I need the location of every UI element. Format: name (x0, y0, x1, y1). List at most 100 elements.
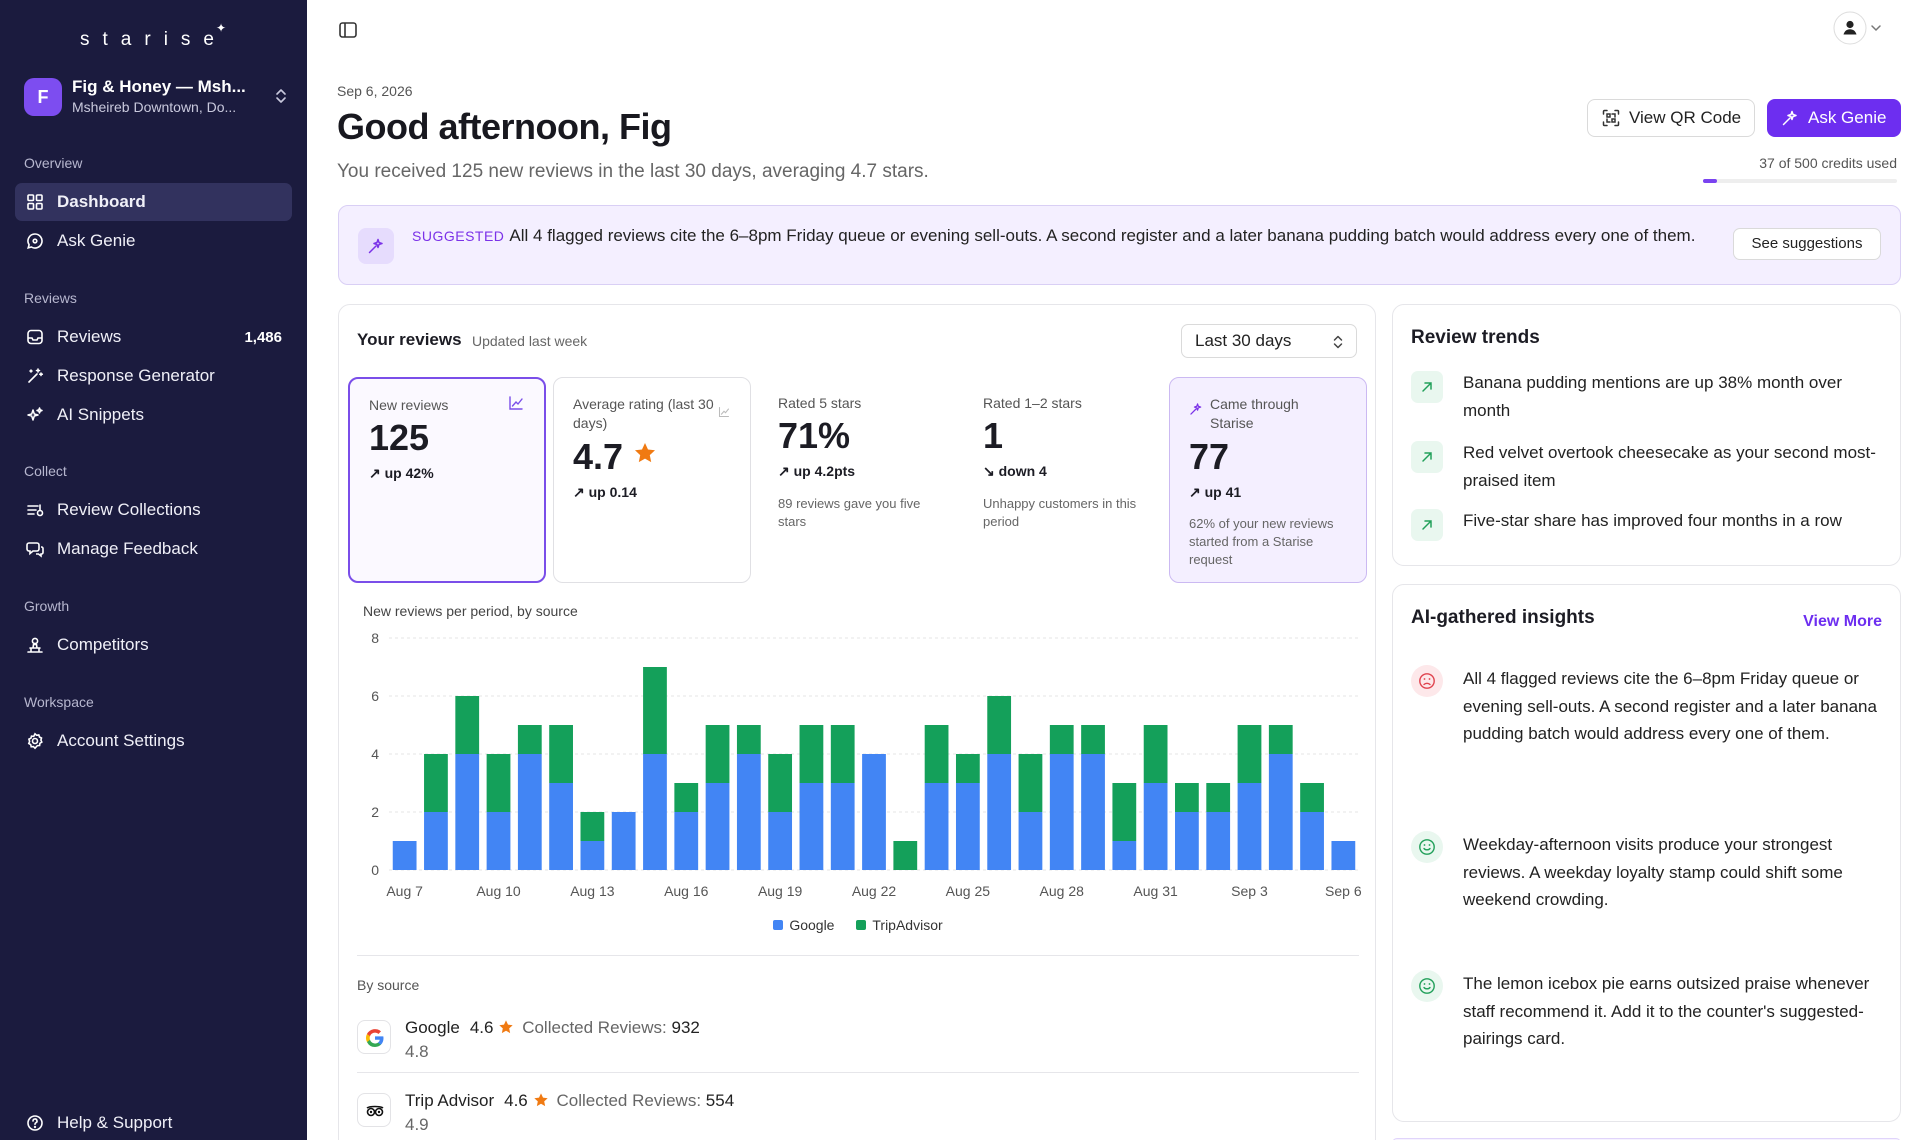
suggestion-tag: SUGGESTED (412, 228, 505, 244)
source-row-tripadvisor[interactable]: Trip Advisor 4.6 Collected Reviews: 554 4… (357, 1088, 1357, 1140)
stat-card-rated-1-2-stars[interactable]: Rated 1–2 stars 1 ↘ down 4 Unhappy custo… (964, 377, 1162, 583)
stat-change: ↗ up 41 (1189, 484, 1242, 500)
x-tick-label: Aug 22 (852, 883, 897, 899)
x-tick-label: Aug 10 (476, 883, 521, 899)
bar-tripadvisor (1081, 725, 1105, 754)
sidebar-item-account-settings[interactable]: Account Settings (15, 722, 292, 760)
x-tick-label: Aug 19 (758, 883, 803, 899)
stat-label: Rated 5 stars (778, 395, 862, 411)
source-name: Google (405, 1018, 460, 1037)
period-select[interactable]: Last 30 days (1181, 324, 1357, 358)
stat-description: 89 reviews gave you five stars (778, 496, 921, 529)
bar-google (924, 783, 949, 870)
x-tick-label: Aug 16 (664, 883, 709, 899)
see-suggestions-button[interactable]: See suggestions (1733, 228, 1881, 260)
bar-tripadvisor (955, 754, 980, 783)
bar-tripadvisor (1049, 725, 1074, 754)
sidebar-item-label: Response Generator (57, 366, 215, 385)
chart-legend: Google TripAdvisor (339, 917, 1377, 933)
bar-google (736, 754, 761, 870)
sparkle-wand-icon (368, 238, 383, 254)
stat-card-average-rating[interactable]: Average rating (last 30 days) 4.7 ↗ up 0… (553, 377, 751, 583)
happy-face-icon (1411, 831, 1443, 863)
help-icon (27, 1115, 43, 1131)
bar-tripadvisor (736, 725, 761, 754)
bar-tripadvisor (1175, 783, 1199, 812)
reviews-card-title: Your reviews (357, 330, 462, 349)
bar-google (1237, 783, 1262, 870)
bar-google (1300, 812, 1324, 870)
legend-google[interactable]: Google (773, 917, 834, 933)
x-tick-label: Aug 31 (1133, 883, 1178, 899)
bar-google (517, 754, 542, 870)
x-tick-label: Aug 25 (946, 883, 991, 899)
sidebar-item-dashboard[interactable]: Dashboard (15, 183, 292, 221)
bar-tripadvisor (987, 696, 1012, 754)
bar-tripadvisor (549, 725, 573, 783)
sidebar-item-response-generator[interactable]: Response Generator (15, 357, 292, 395)
bar-google (486, 812, 511, 870)
org-switcher[interactable]: F Fig & Honey — Msh... Msheireb Downtown… (24, 76, 288, 116)
ai-insights-card: AI-gathered insights View More All 4 fla… (1392, 584, 1901, 1122)
sad-face-icon (1411, 665, 1443, 697)
sidebar-item-label: Competitors (57, 635, 149, 654)
ask-genie-button[interactable]: Ask Genie (1767, 99, 1901, 137)
bar-tripadvisor (830, 725, 855, 783)
sidebar-item-ai-snippets[interactable]: AI Snippets (15, 396, 292, 434)
bar-google (768, 812, 793, 870)
section-workspace: Workspace (24, 694, 94, 710)
stat-card-came-through-starise[interactable]: Came through Starise 77 ↗ up 41 62% of y… (1169, 377, 1367, 583)
source-row-google[interactable]: Google 4.6 Collected Reviews: 932 4.8 (357, 1015, 1357, 1075)
sidebar-item-help-support[interactable]: Help & Support (15, 1104, 292, 1140)
bar-tripadvisor (517, 725, 542, 754)
page-title: Good afternoon, Fig (337, 106, 672, 147)
insight-text: Weekday-afternoon visits produce your st… (1463, 835, 1843, 909)
profile-menu[interactable] (1833, 11, 1883, 45)
sidebar-item-label: Review Collections (57, 500, 201, 519)
stat-label: Came through Starise (1210, 396, 1299, 431)
star-icon (533, 1093, 548, 1107)
current-date: Sep 6, 2026 (337, 83, 413, 99)
bar-tripadvisor (1143, 725, 1168, 783)
sidebar-item-manage-feedback[interactable]: Manage Feedback (15, 530, 292, 568)
trend-up-icon (1411, 509, 1443, 541)
sidebar-item-reviews[interactable]: Reviews 1,486 (15, 318, 292, 356)
legend-tripadvisor[interactable]: TripAdvisor (856, 917, 943, 933)
x-tick-label: Aug 13 (570, 883, 615, 899)
stat-value: 125 (369, 417, 430, 458)
y-tick-label: 6 (371, 688, 379, 704)
suggestion-banner: SUGGESTED All 4 flagged reviews cite the … (338, 205, 1901, 285)
x-tick-label: Sep 3 (1231, 883, 1268, 899)
bar-google (1081, 754, 1105, 870)
org-avatar: F (24, 78, 62, 116)
suggestion-icon-box (358, 228, 394, 264)
bar-google (1049, 754, 1074, 870)
stat-change: ↗ up 4.2pts (778, 463, 856, 479)
happy-face-icon (1411, 970, 1443, 1002)
stat-card-new-reviews[interactable]: New reviews 125 ↗ up 42% (348, 377, 546, 583)
google-icon (357, 1020, 391, 1054)
sidebar-item-competitors[interactable]: Competitors (15, 626, 292, 664)
insight-text: The lemon icebox pie earns outsized prai… (1463, 974, 1870, 1048)
sidebar: starise ✦ F Fig & Honey — Msh... Msheireb… (0, 0, 307, 1140)
period-select-value: Last 30 days (1195, 331, 1292, 350)
collected-count: 554 (705, 1091, 735, 1110)
sidebar-toggle-icon[interactable] (337, 19, 359, 41)
bar-google (987, 754, 1012, 870)
source-rating: 4.6 (504, 1091, 528, 1110)
collected-count: 932 (671, 1018, 700, 1037)
qr-scan-icon (1602, 109, 1620, 127)
view-qr-code-button[interactable]: View QR Code (1587, 99, 1755, 137)
stat-change: ↘ down 4 (983, 463, 1047, 479)
x-tick-label: Aug 7 (386, 883, 423, 899)
suggestion-body: All 4 flagged reviews cite the 6–8pm Fri… (509, 226, 1696, 245)
sidebar-item-review-collections[interactable]: Review Collections (15, 491, 292, 529)
view-more-link[interactable]: View More (1803, 613, 1882, 630)
sidebar-item-ask-genie[interactable]: Ask Genie (15, 222, 292, 260)
bar-google (1143, 783, 1168, 870)
bar-google (643, 754, 667, 870)
brand-logo[interactable]: starise ✦ (80, 21, 227, 50)
stat-card-rated-5-stars[interactable]: Rated 5 stars 71% ↗ up 4.2pts 89 reviews… (759, 377, 957, 583)
sparkle-wand-icon (1782, 110, 1797, 126)
star-icon (499, 1020, 513, 1034)
